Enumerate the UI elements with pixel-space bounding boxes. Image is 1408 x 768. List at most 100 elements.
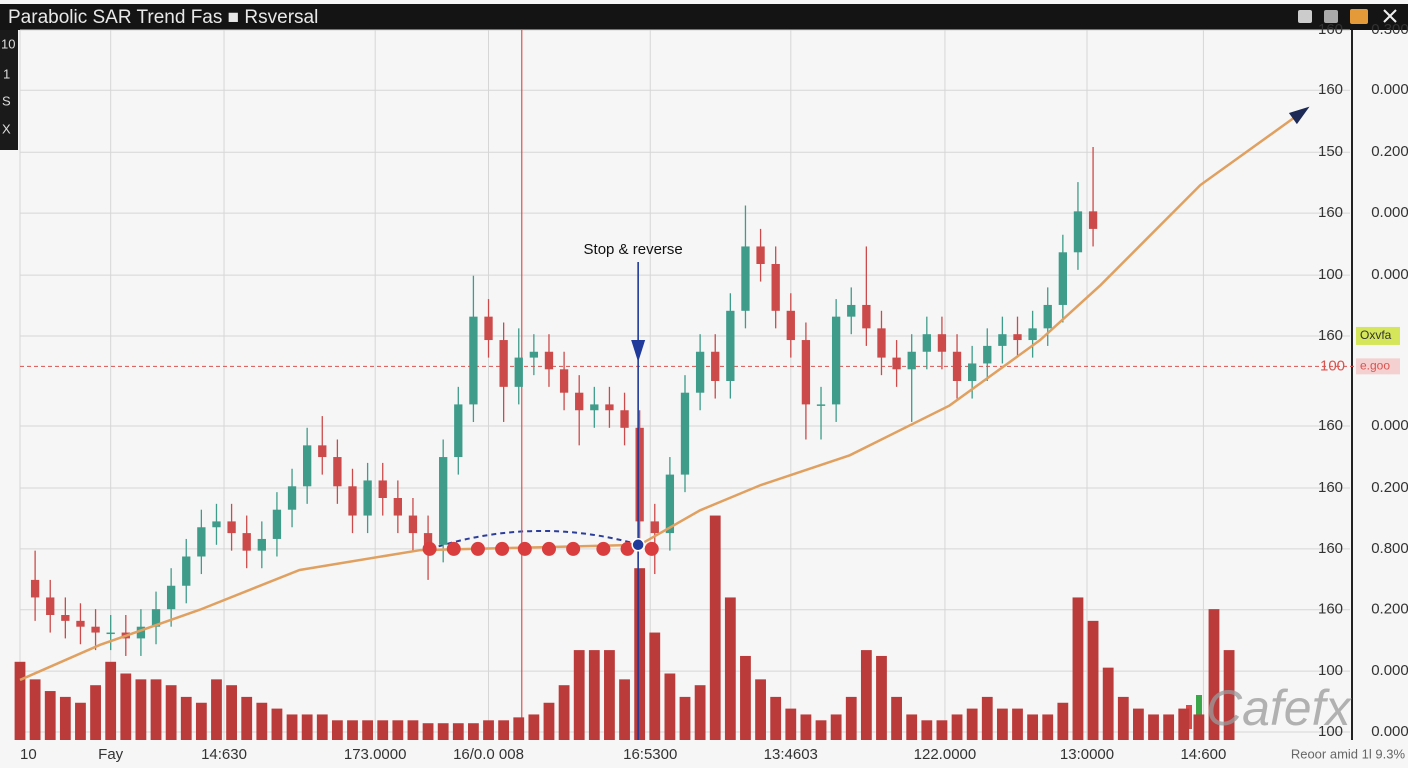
alert-icon[interactable] bbox=[1350, 9, 1368, 24]
volume-bar bbox=[906, 714, 918, 740]
volume-bar bbox=[331, 720, 343, 740]
side-panel bbox=[0, 30, 18, 150]
volume-bar bbox=[876, 655, 887, 740]
volume-bar bbox=[180, 696, 192, 740]
trend-line bbox=[19, 109, 1306, 682]
candle-body bbox=[907, 351, 916, 370]
volume-bar bbox=[226, 685, 237, 740]
x-tick-label: 16/0.0 008 bbox=[453, 746, 524, 763]
candle-body bbox=[968, 363, 977, 381]
volume-bar bbox=[498, 720, 510, 740]
volume-bar bbox=[785, 708, 797, 740]
volume-bar bbox=[951, 714, 963, 740]
volume-bar bbox=[543, 702, 555, 740]
volume-bar bbox=[422, 723, 434, 740]
candle-body bbox=[333, 457, 342, 487]
volume-bar bbox=[437, 723, 449, 740]
side-label[interactable]: X bbox=[2, 121, 11, 136]
candle-body bbox=[877, 328, 886, 358]
volume-bar bbox=[1102, 667, 1114, 740]
y-tick-label: 160 0.000 bbox=[1318, 204, 1408, 221]
trend-arrow bbox=[1288, 106, 1310, 125]
volume-bar bbox=[1208, 609, 1220, 740]
settings-icon[interactable] bbox=[1324, 10, 1338, 23]
candle-body bbox=[30, 579, 40, 598]
volume-bar bbox=[679, 696, 691, 740]
candle-body bbox=[620, 410, 629, 428]
reversal-arrowhead bbox=[631, 340, 646, 362]
volume-bar bbox=[483, 720, 494, 740]
sar-dot bbox=[620, 541, 635, 556]
volume-bar bbox=[165, 685, 177, 740]
level-tag-bg bbox=[1356, 358, 1400, 375]
candle-body bbox=[544, 351, 554, 370]
candle-body bbox=[605, 404, 614, 411]
candle-body bbox=[182, 556, 191, 586]
title-bar bbox=[0, 4, 1408, 30]
candle-body bbox=[771, 264, 780, 311]
sar-dot bbox=[644, 541, 659, 556]
candle-body bbox=[136, 626, 146, 639]
volume-bar bbox=[664, 673, 676, 740]
candle-body bbox=[650, 521, 659, 534]
watermark: Cafefx bbox=[1206, 680, 1353, 736]
y-tick-label: 160 0.000 bbox=[1318, 417, 1408, 434]
level-tag: e.goo bbox=[1360, 359, 1390, 373]
candle-body bbox=[408, 515, 418, 534]
x-tick-label: 13:4603 bbox=[764, 746, 818, 763]
camera-icon[interactable] bbox=[1298, 10, 1312, 23]
volume-bar bbox=[830, 714, 842, 740]
y-tick-label: 160 bbox=[1318, 327, 1343, 344]
volume-bar bbox=[452, 723, 464, 740]
candle-body bbox=[529, 351, 539, 358]
logo-bar bbox=[1196, 695, 1202, 729]
candle-body bbox=[484, 316, 493, 341]
volume-bar bbox=[1148, 714, 1159, 740]
candle-body bbox=[61, 615, 70, 621]
volume-bar bbox=[14, 661, 26, 740]
volume-bar bbox=[815, 720, 827, 740]
candle-body bbox=[378, 480, 387, 498]
status-text: Reoor amid 1l 9.3% bbox=[1291, 746, 1406, 761]
volume-bar bbox=[241, 696, 253, 740]
sar-dot bbox=[541, 541, 556, 556]
volume-bar bbox=[981, 696, 993, 740]
candle-body bbox=[1058, 252, 1067, 305]
volume-bar bbox=[44, 691, 56, 740]
candle-body bbox=[46, 597, 55, 615]
volume-bar bbox=[588, 650, 600, 740]
candle-body bbox=[227, 521, 236, 534]
candle-body bbox=[257, 538, 266, 551]
candle-body bbox=[711, 351, 720, 381]
y-tick-label: 160 0.000 bbox=[1318, 81, 1408, 98]
volume-bar bbox=[135, 679, 147, 740]
candle-body bbox=[363, 480, 372, 516]
side-label[interactable]: 1 bbox=[3, 66, 10, 81]
candle-body bbox=[741, 246, 750, 311]
volume-bar bbox=[105, 661, 117, 740]
volume-bar bbox=[256, 702, 268, 740]
volume-bar bbox=[362, 720, 374, 740]
candle-body bbox=[1013, 334, 1022, 341]
volume-bar bbox=[377, 720, 389, 740]
level-label: 100 bbox=[1320, 357, 1345, 374]
side-label[interactable]: 10 bbox=[1, 36, 15, 51]
volume-bar bbox=[211, 679, 222, 740]
volume-bar bbox=[649, 632, 661, 740]
volume-bar bbox=[1042, 714, 1054, 740]
volume-bar bbox=[90, 685, 101, 740]
candle-body bbox=[303, 445, 312, 487]
volume-bar bbox=[1223, 650, 1235, 740]
volume-bar bbox=[468, 723, 479, 740]
candle-body bbox=[91, 626, 100, 633]
side-label[interactable]: S bbox=[2, 93, 11, 108]
candle-body bbox=[559, 369, 569, 393]
close-icon[interactable] bbox=[1383, 9, 1397, 23]
candle-body bbox=[469, 316, 478, 405]
volume-bar bbox=[316, 714, 328, 740]
x-tick-label: 14:630 bbox=[201, 746, 247, 763]
y-tick-label: 150 0.200 bbox=[1318, 143, 1408, 160]
volume-bar bbox=[740, 655, 751, 740]
candle-body bbox=[816, 404, 826, 406]
volume-bar bbox=[120, 673, 132, 740]
